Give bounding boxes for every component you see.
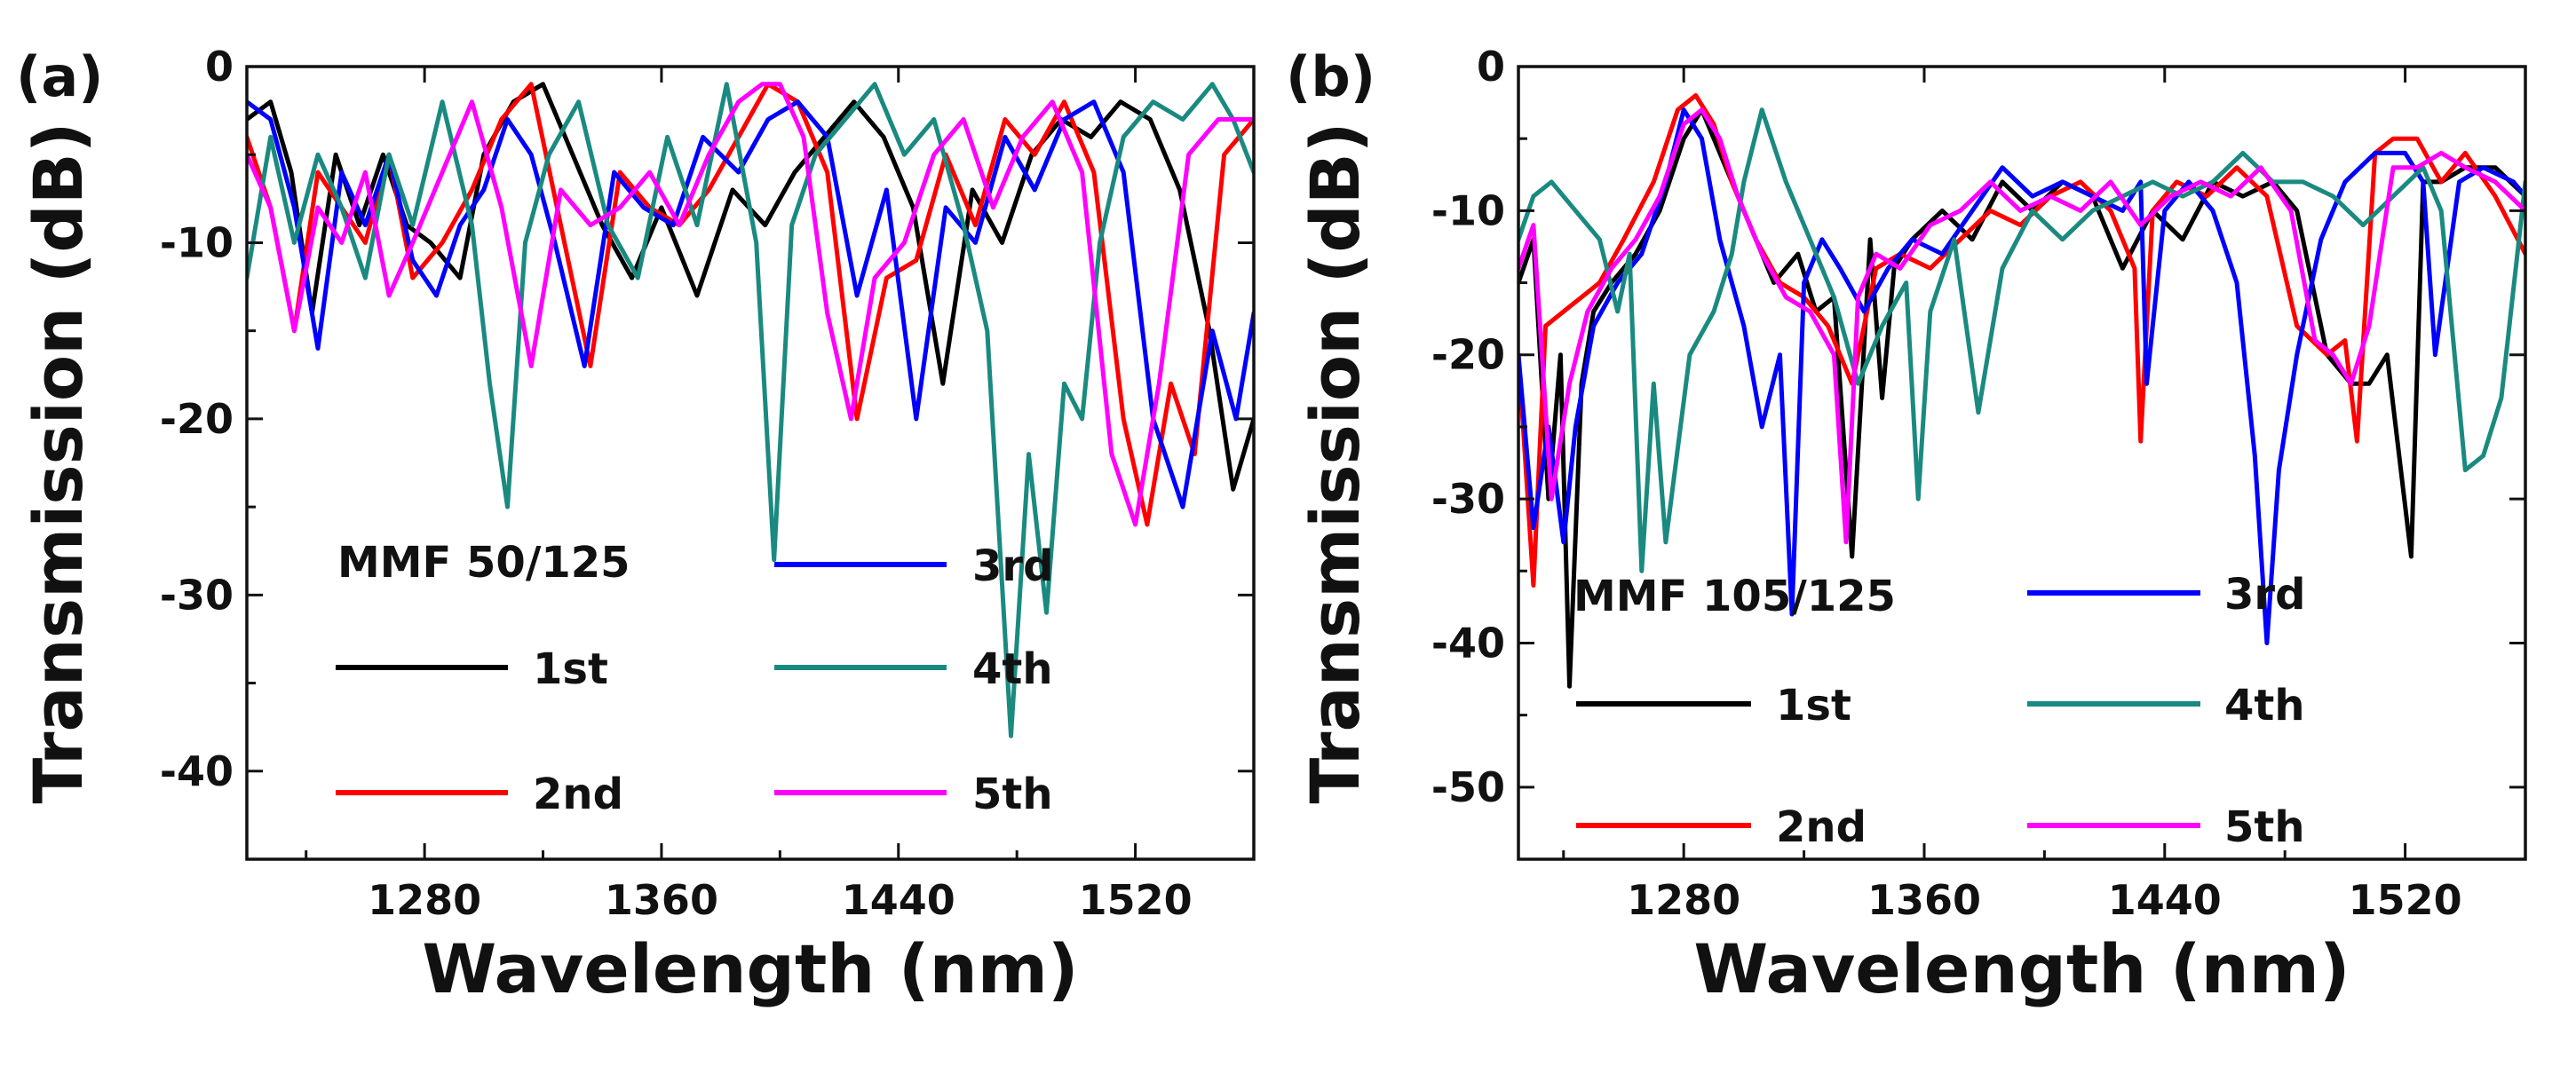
legend: MMF 50/125 1st 2nd 3rd 4th 5th bbox=[336, 538, 1053, 819]
legend-entry-5th: 5th bbox=[972, 770, 1053, 819]
y-tick-label: -30 bbox=[160, 571, 234, 619]
x-tick-label: 1440 bbox=[2108, 876, 2222, 924]
legend-entry-3rd: 3rd bbox=[2224, 570, 2305, 620]
legend-title: MMF 105/125 bbox=[1573, 572, 1896, 621]
y-tick-label: -10 bbox=[160, 218, 234, 266]
x-tick-label: 1360 bbox=[1867, 876, 1981, 924]
x-tick-label: 1520 bbox=[1079, 876, 1193, 924]
legend-entry-1st: 1st bbox=[533, 644, 608, 694]
series-line-2nd bbox=[1518, 93, 2525, 588]
x-tick-label: 1520 bbox=[2349, 876, 2462, 924]
y-tick-label: -50 bbox=[1431, 763, 1505, 811]
legend-entry-5th: 5th bbox=[2224, 802, 2305, 852]
y-tick-label: 0 bbox=[205, 43, 234, 91]
y-tick-label: -40 bbox=[1431, 619, 1505, 667]
legend-entry-3rd: 3rd bbox=[972, 541, 1053, 591]
series-line-1st bbox=[247, 82, 1254, 492]
panel-label: (a) bbox=[16, 44, 104, 109]
series-line-5th bbox=[247, 82, 1254, 527]
legend-entry-4th: 4th bbox=[972, 644, 1053, 694]
y-tick-label: -30 bbox=[1431, 475, 1505, 523]
legend-entry-2nd: 2nd bbox=[1776, 802, 1867, 852]
y-tick-label: 0 bbox=[1477, 43, 1505, 91]
x-tick-label: 1280 bbox=[368, 876, 481, 924]
y-tick-label: -20 bbox=[160, 395, 234, 443]
series-line-4th bbox=[247, 82, 1254, 738]
x-tick-label: 1440 bbox=[842, 876, 955, 924]
y-tick-label: -10 bbox=[1431, 186, 1505, 234]
x-tick-label: 1360 bbox=[605, 876, 718, 924]
series-line-5th bbox=[1518, 107, 2525, 545]
panel-b: 0 -10 -20 -30 -40 -50 1280 1360 1440 1520 Waveleng… bbox=[1286, 43, 2527, 1008]
y-axis-label: Transmission (dB) bbox=[19, 122, 98, 804]
series-line-3rd bbox=[247, 99, 1254, 509]
x-tick-label: 1280 bbox=[1627, 876, 1740, 924]
plot-area bbox=[247, 82, 1254, 738]
panel-label: (b) bbox=[1286, 44, 1375, 109]
plot-frame bbox=[1517, 65, 2527, 861]
x-axis-label: Wavelength (nm) bbox=[1693, 929, 2350, 1008]
plot-area bbox=[1518, 93, 2525, 689]
legend-entry-2nd: 2nd bbox=[533, 770, 623, 819]
legend-entry-1st: 1st bbox=[1776, 681, 1851, 731]
legend: MMF 105/125 1st 2nd 3rd 4th 5th bbox=[1573, 570, 2305, 852]
y-tick-label: -40 bbox=[160, 747, 234, 795]
legend-entry-4th: 4th bbox=[2224, 681, 2305, 731]
panel-a: 0 -10 -20 -30 -40 1280 1360 1440 1520Wavelength … bbox=[16, 43, 1256, 1008]
plot-frame bbox=[245, 65, 1256, 861]
y-axis-label: Transmission (dB) bbox=[1296, 122, 1375, 804]
x-axis-label: Wavelength (nm) bbox=[422, 929, 1078, 1008]
y-tick-label: -20 bbox=[1431, 331, 1505, 379]
series-line-4th bbox=[1518, 107, 2525, 573]
legend-title: MMF 50/125 bbox=[337, 538, 630, 588]
